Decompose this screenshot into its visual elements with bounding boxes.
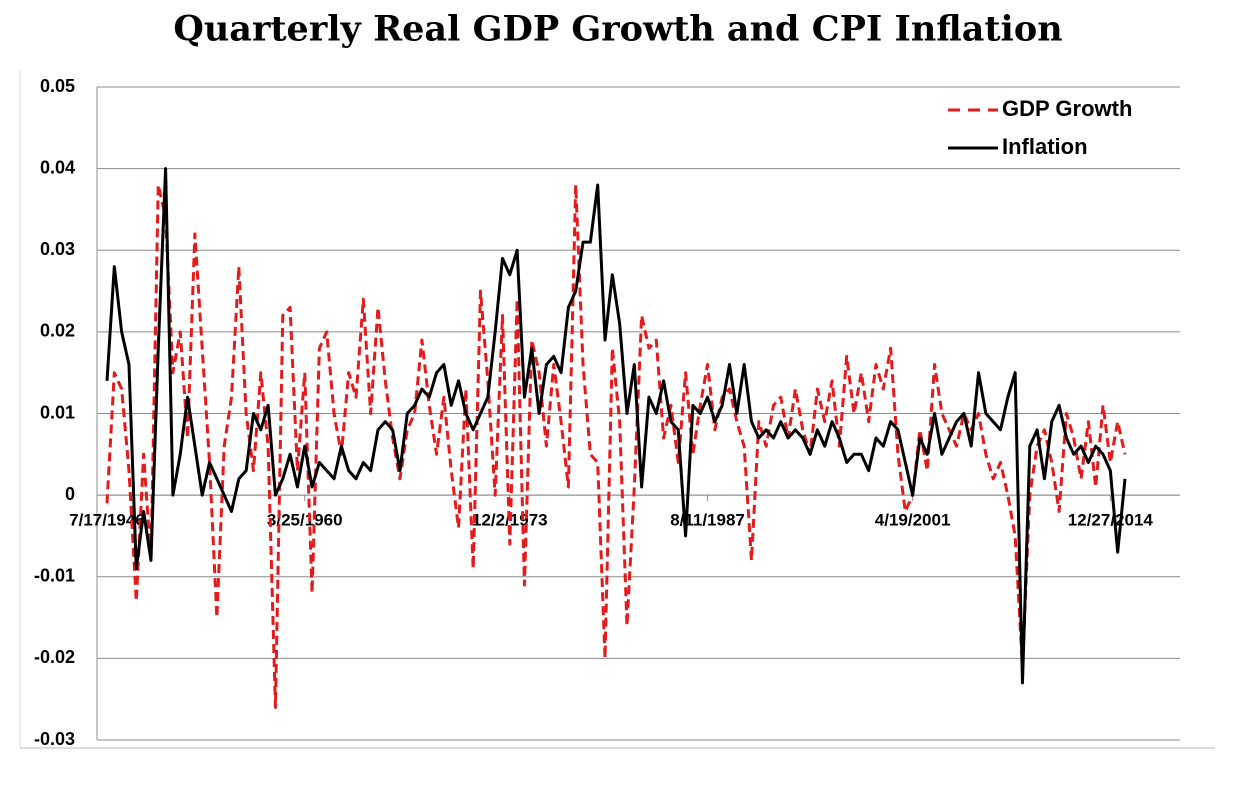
x-tick-label: 12/27/2014 — [1068, 511, 1154, 530]
legend-label: Inflation — [1002, 134, 1088, 159]
legend-label: GDP Growth — [1002, 96, 1132, 121]
series-line — [105, 167, 1127, 685]
y-tick-label: 0.02 — [40, 321, 75, 341]
y-tick-label: -0.02 — [34, 647, 75, 667]
y-tick-label: 0.04 — [40, 157, 75, 177]
y-tick-label: 0.05 — [40, 76, 75, 96]
y-tick-label: 0.01 — [40, 402, 75, 422]
x-tick-label: 3/25/1960 — [267, 511, 343, 530]
x-tick-label: 4/19/2001 — [875, 511, 951, 530]
x-tick-label: 7/17/1946 — [69, 511, 145, 530]
series-line — [105, 183, 1127, 709]
y-tick-label: -0.01 — [34, 566, 75, 586]
chart-title: Quarterly Real GDP Growth and CPI Inflat… — [173, 9, 1062, 50]
y-tick-label: -0.03 — [34, 729, 75, 749]
x-tick-label: 8/11/1987 — [670, 511, 745, 530]
y-tick-label: 0.03 — [40, 239, 75, 259]
y-tick-label: 0 — [65, 484, 75, 504]
